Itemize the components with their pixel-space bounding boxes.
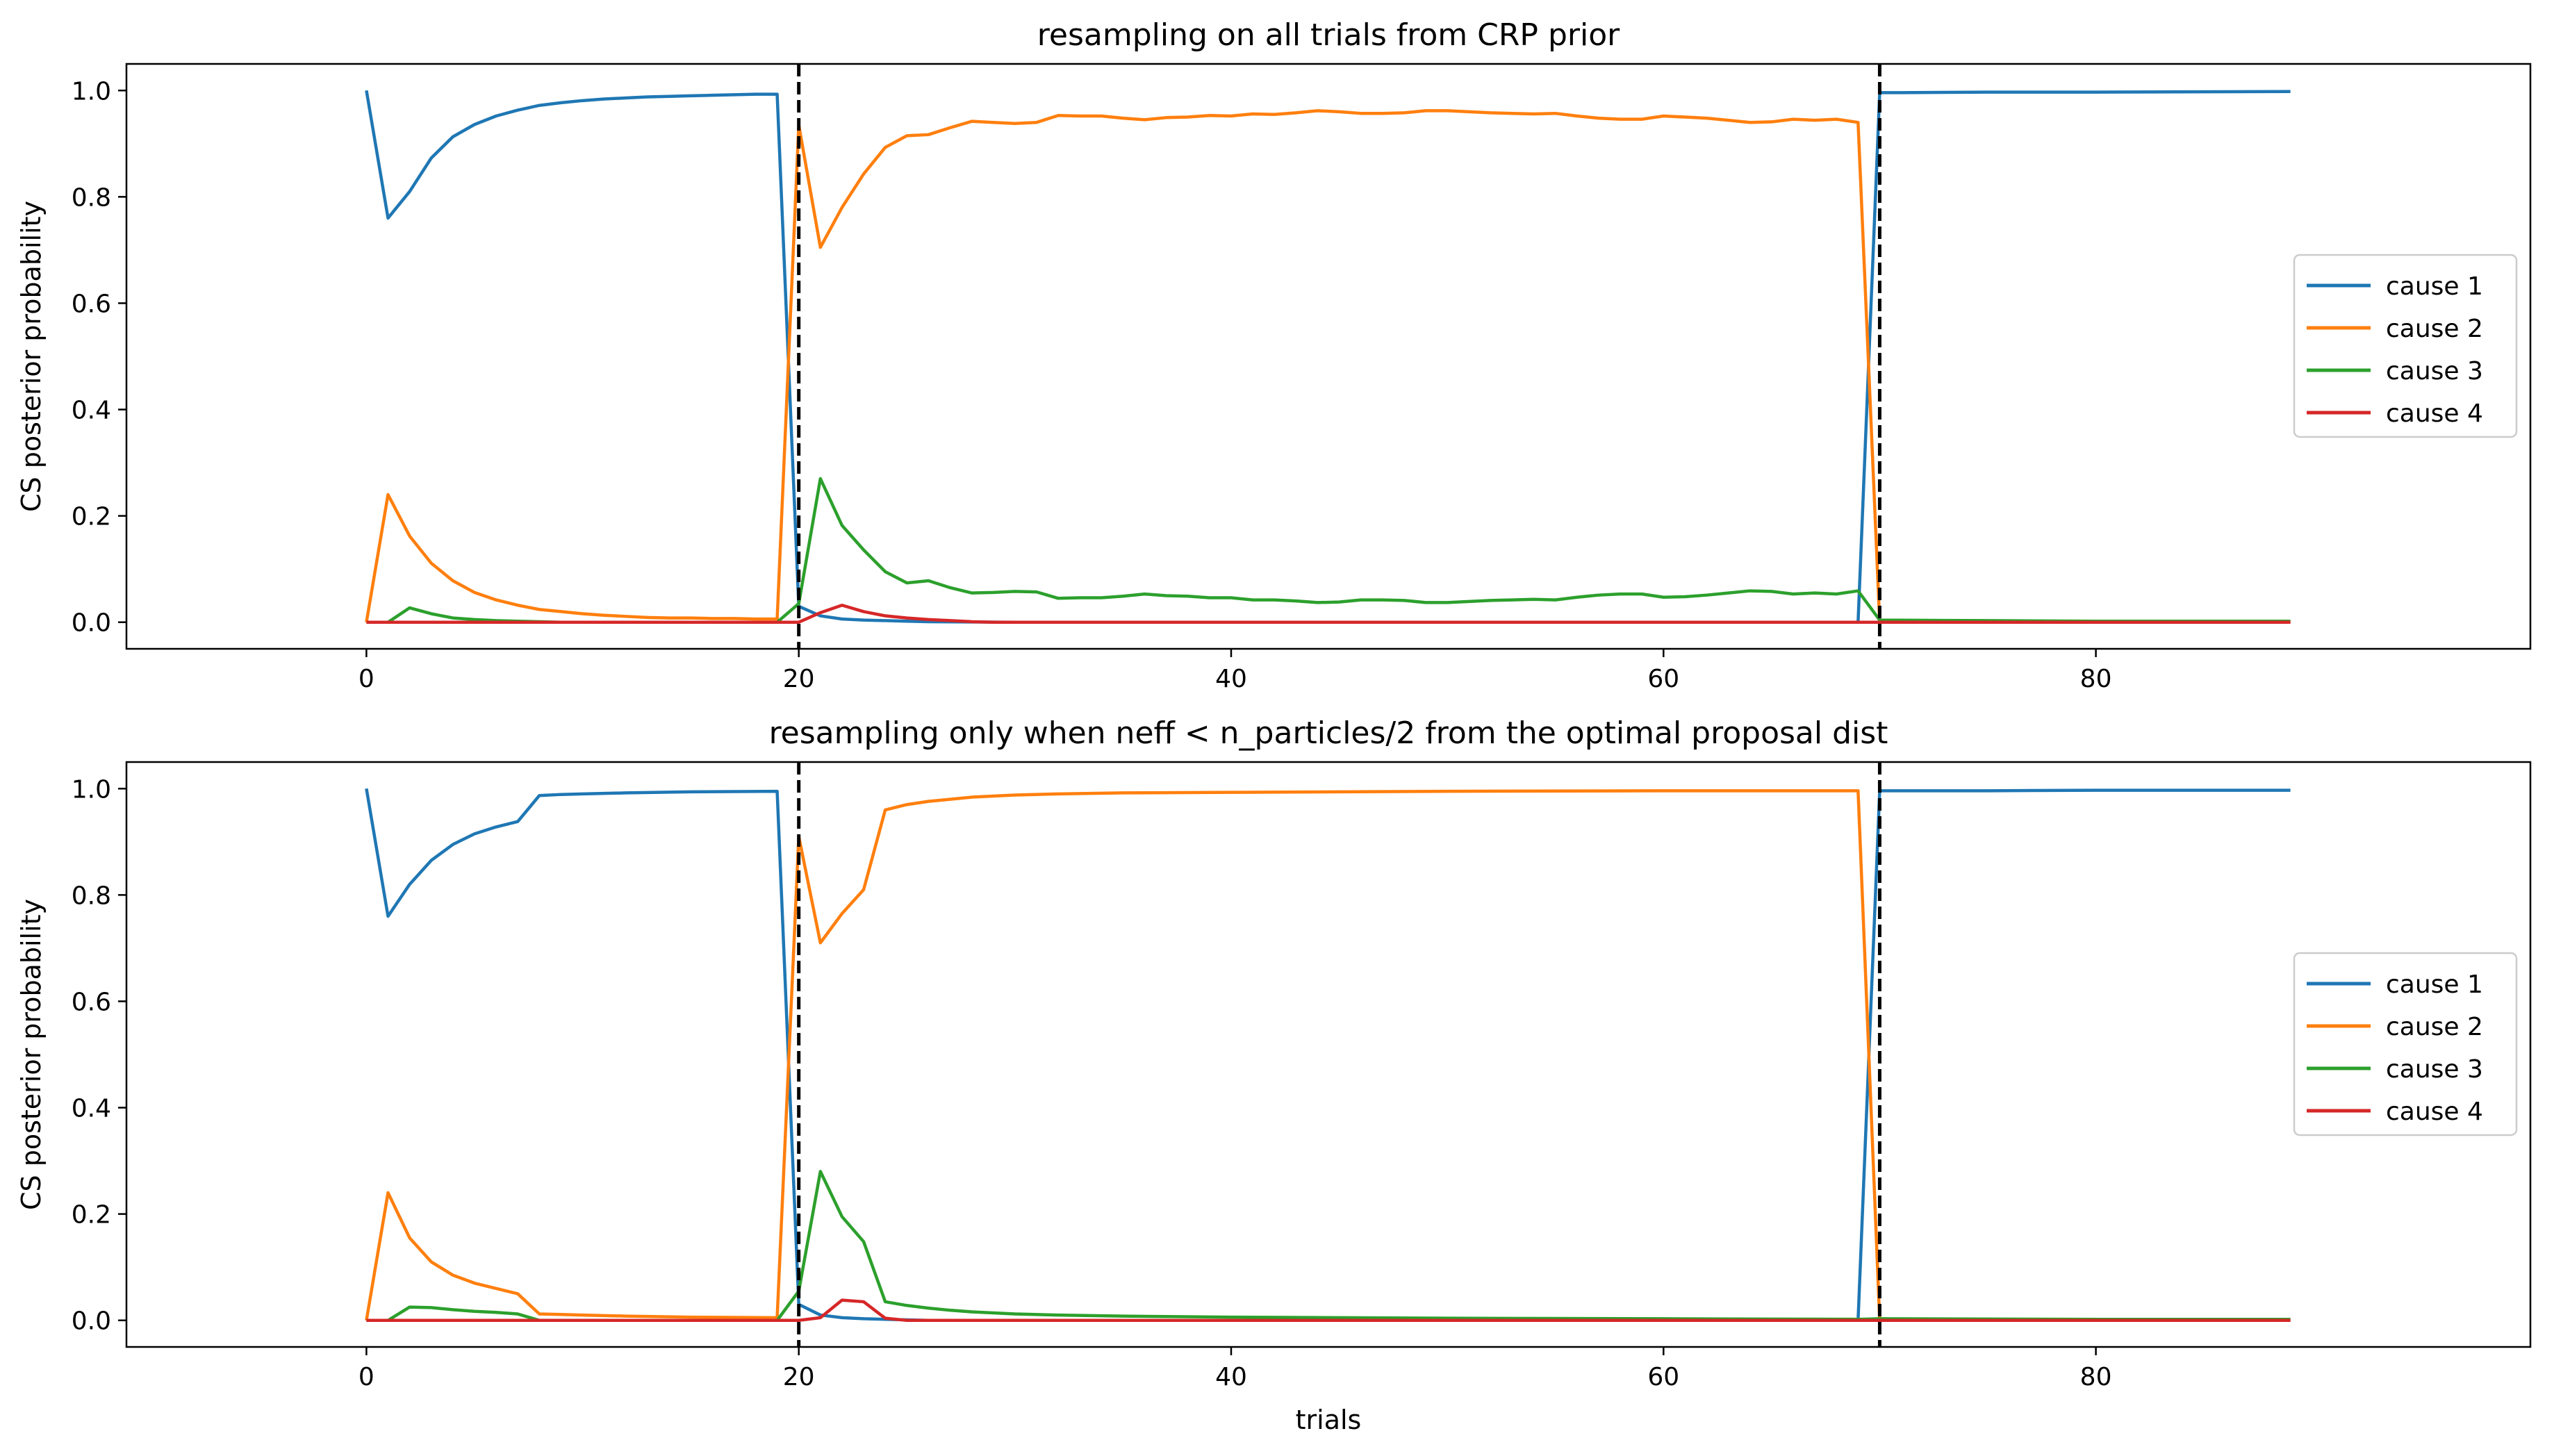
- series-line-cause-2: [365, 109, 2291, 624]
- x-axis-label: trials: [1296, 1405, 1362, 1435]
- legend-label-cause-3: cause 3: [2386, 1055, 2483, 1084]
- y-tick-label: 1.0: [72, 77, 111, 106]
- legend-label-cause-4: cause 4: [2386, 399, 2483, 428]
- legend: cause 1 cause 2 cause 3 cause 4: [2293, 254, 2518, 438]
- series-line-cause-4: [366, 603, 2291, 624]
- x-tick-label: 0: [359, 665, 374, 693]
- legend-box: [2293, 952, 2518, 1136]
- x-tick-label: 80: [2080, 665, 2112, 693]
- y-tick-label: 0.8: [72, 183, 111, 212]
- x-tick-label: 80: [2080, 1363, 2112, 1391]
- y-tick-label: 0.6: [72, 290, 111, 318]
- y-axis-label: CS posterior probability: [16, 899, 47, 1210]
- x-tick-label: 40: [1215, 665, 1247, 693]
- series-line-cause-2: [365, 789, 2291, 1322]
- chart-title: resampling on all trials from CRP prior: [1037, 17, 1620, 53]
- x-tick-label: 60: [1647, 1363, 1679, 1391]
- axes-frame: [125, 761, 2532, 1348]
- legend-label-cause-2: cause 2: [2386, 315, 2483, 343]
- x-tick-label: 20: [783, 1363, 815, 1391]
- x-tick-label: 40: [1215, 1363, 1247, 1391]
- y-tick-label: 0.0: [72, 1307, 111, 1336]
- y-tick-label: 0.2: [72, 503, 111, 531]
- legend-label-cause-1: cause 1: [2386, 272, 2483, 301]
- y-tick-label: 0.4: [72, 1095, 111, 1123]
- series-line-cause-4: [366, 1298, 2291, 1322]
- x-tick-label: 0: [359, 1363, 374, 1391]
- y-tick-label: 0.0: [72, 609, 111, 638]
- legend: cause 1 cause 2 cause 3 cause 4: [2293, 952, 2518, 1136]
- y-tick-label: 0.8: [72, 882, 111, 910]
- legend-label-cause-2: cause 2: [2386, 1013, 2483, 1041]
- legend-label-cause-1: cause 1: [2386, 970, 2483, 999]
- y-tick-label: 0.2: [72, 1201, 111, 1230]
- x-tick-label: 20: [783, 665, 815, 693]
- top-panel: resampling on all trials from CRP prior 0…: [16, 17, 2532, 693]
- y-axis-label: CS posterior probability: [16, 201, 47, 512]
- y-tick-label: 1.0: [72, 775, 111, 804]
- x-tick-label: 60: [1647, 665, 1679, 693]
- bottom-panel: resampling only when neff < n_particles/…: [16, 715, 2532, 1435]
- y-tick-label: 0.6: [72, 988, 111, 1016]
- axes-frame: [125, 63, 2532, 650]
- y-tick-label: 0.4: [72, 397, 111, 425]
- series-line-cause-3: [366, 1170, 2291, 1322]
- chart-title: resampling only when neff < n_particles/…: [769, 715, 1888, 751]
- series-line-cause-3: [366, 477, 2291, 624]
- legend-box: [2293, 254, 2518, 438]
- legend-label-cause-3: cause 3: [2386, 357, 2483, 386]
- legend-label-cause-4: cause 4: [2386, 1098, 2483, 1126]
